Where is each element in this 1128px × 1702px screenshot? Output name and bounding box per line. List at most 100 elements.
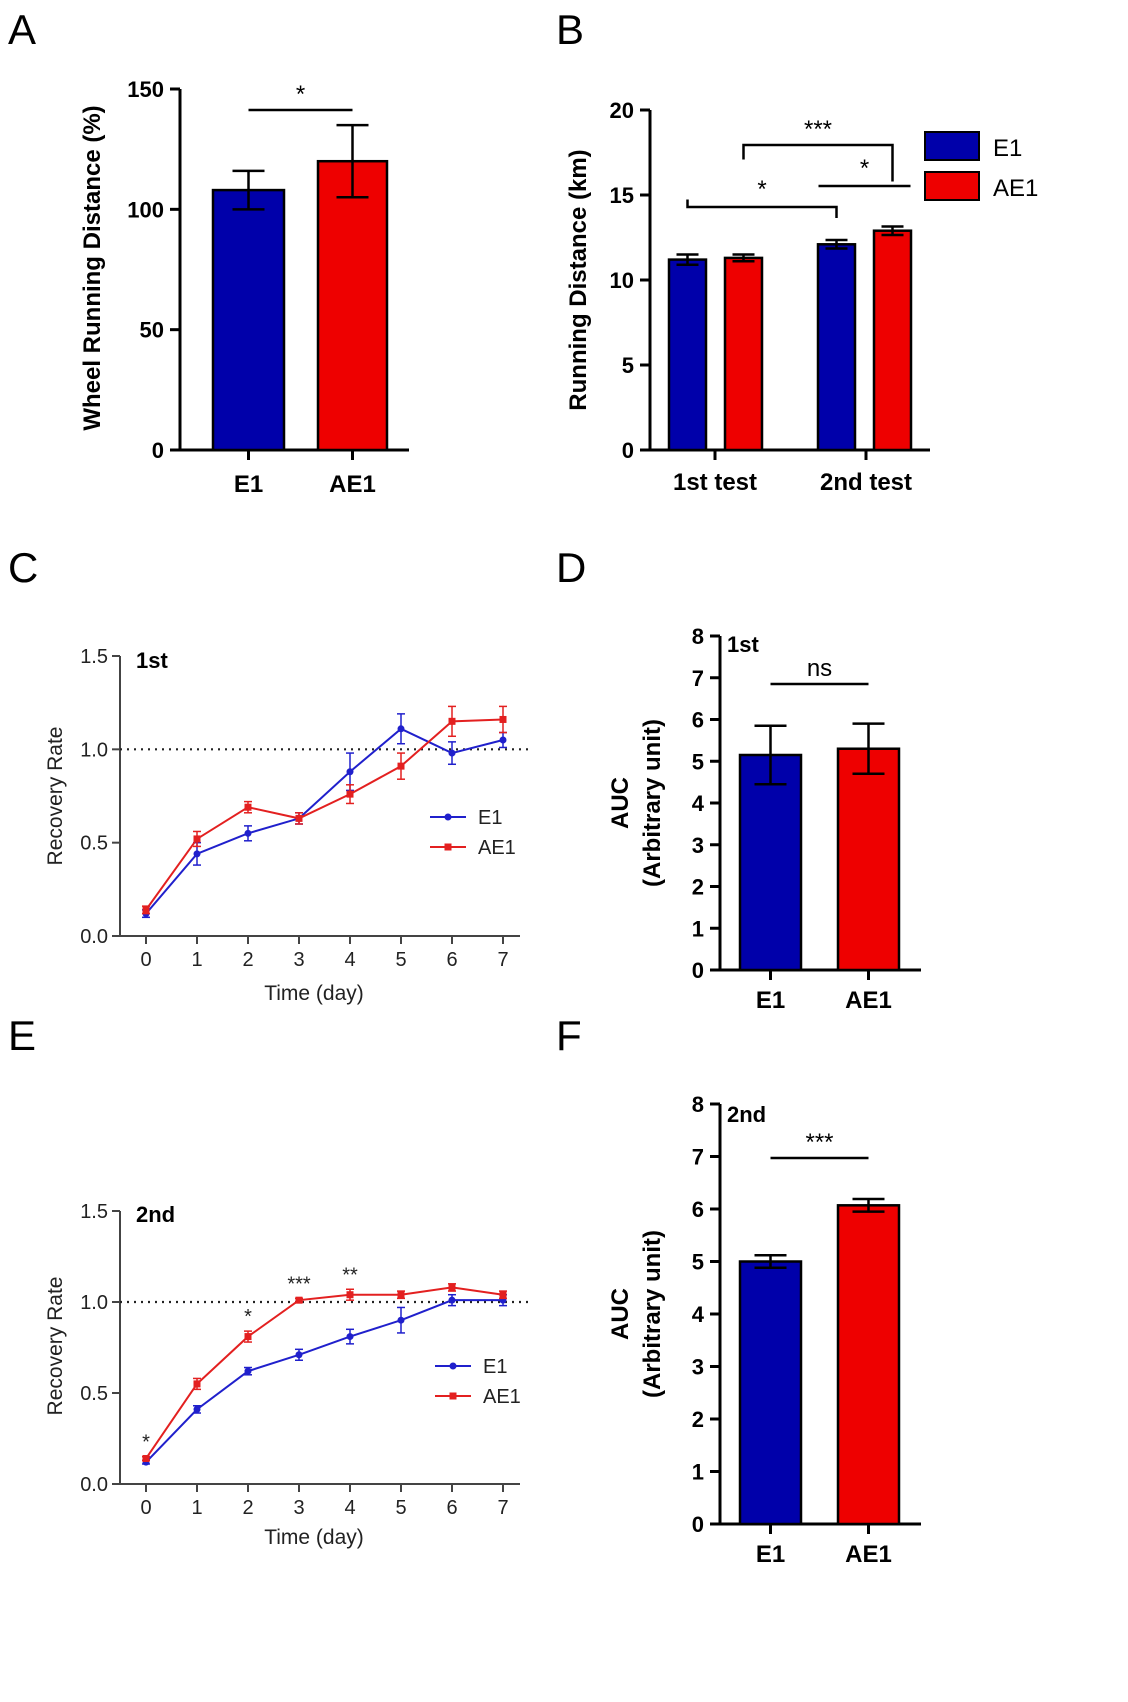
panel-a: A 0 50 100 150 E1 AE1 Wheel Running Distance (%… (8, 6, 409, 498)
x-tick-label: 2nd test (820, 469, 912, 496)
y-tick-label: 0.5 (80, 1383, 108, 1405)
x-tick-label: 7 (497, 1497, 508, 1519)
data-point-ae1 (193, 835, 201, 843)
y-tick-label: 150 (127, 77, 164, 102)
significance-label: *** (805, 1129, 833, 1156)
y-tick-label: 0 (622, 438, 634, 463)
panel-letter: C (8, 544, 38, 591)
panel-d: D 0 1 2 3 4 5 6 7 8 E1 AE1 AUC (Arbitrary unit) 1st ns (556, 544, 921, 1014)
data-point-e1 (499, 736, 507, 744)
x-axis-label: Time (day) (264, 982, 364, 1005)
y-tick-label: 1.0 (80, 1292, 108, 1314)
y-tick-label: 8 (692, 624, 704, 649)
data-point-ae1 (193, 1380, 201, 1388)
x-tick-label: AE1 (329, 471, 376, 498)
data-point-ae1 (142, 1455, 150, 1463)
significance-label: * (244, 1306, 252, 1328)
bar-e1 (211, 188, 286, 452)
significance-label: * (296, 81, 305, 108)
bar-ae1 (836, 1204, 901, 1526)
data-point-e1 (448, 749, 456, 757)
y-tick-label: 3 (692, 833, 704, 858)
y-axis-label-line1: AUC (607, 777, 634, 829)
x-tick-label: 2 (242, 1497, 253, 1519)
data-point-ae1 (295, 1296, 303, 1304)
x-tick-label: 5 (395, 1497, 406, 1519)
legend-label-e1: E1 (483, 1356, 507, 1378)
y-tick-label: 1 (692, 916, 704, 941)
data-point-ae1 (295, 814, 303, 822)
y-tick-label: 15 (610, 183, 634, 208)
data-point-ae1 (397, 1291, 405, 1299)
x-tick-label: AE1 (845, 1541, 892, 1568)
bar-e1 (738, 1260, 803, 1526)
data-point-ae1 (448, 1283, 456, 1291)
bar-ae1 (316, 159, 389, 452)
y-tick-label: 5 (692, 749, 704, 774)
x-tick-label: AE1 (845, 987, 892, 1014)
bar-ae1 (836, 747, 901, 972)
y-axis-label: Wheel Running Distance (%) (79, 105, 106, 430)
panel-annotation: 2nd (727, 1102, 766, 1127)
significance-bracket (686, 199, 838, 219)
x-axis-label: Time (day) (264, 1526, 364, 1549)
x-tick-label: 3 (293, 949, 304, 971)
significance-label: *** (287, 1273, 311, 1295)
panel-e: E 0.0 0.5 1.0 1.5 0 1 2 3 4 5 6 7 Time (day) Recovery … (8, 1012, 528, 1549)
x-tick-label: 1 (191, 949, 202, 971)
bar-e1 (738, 753, 803, 972)
y-tick-label: 0.5 (80, 833, 108, 855)
y-tick-label: 8 (692, 1092, 704, 1117)
x-tick-label: E1 (756, 987, 785, 1014)
data-point-ae1 (244, 1333, 252, 1341)
x-tick-label: E1 (756, 1541, 785, 1568)
series-line-e1 (145, 727, 504, 915)
data-point-e1 (346, 1333, 354, 1341)
y-tick-label: 1.0 (80, 739, 108, 761)
x-tick-label: 3 (293, 1497, 304, 1519)
legend-label-ae1: AE1 (478, 837, 516, 859)
x-tick-label: 5 (395, 949, 406, 971)
y-tick-label: 5 (622, 353, 634, 378)
y-axis-label-line2: (Arbitrary unit) (639, 719, 666, 887)
legend-marker-e1 (449, 1362, 457, 1370)
x-tick-label: 4 (344, 1497, 355, 1519)
significance-label: ** (342, 1264, 358, 1286)
significance-label: * (757, 176, 766, 203)
data-point-e1 (193, 1405, 201, 1413)
data-point-ae1 (499, 715, 507, 723)
y-axis-label-line2: (Arbitrary unit) (639, 1230, 666, 1398)
bar-ae1 (872, 229, 913, 452)
data-point-e1 (346, 768, 354, 776)
data-point-ae1 (142, 906, 150, 914)
data-point-ae1 (448, 717, 456, 725)
panel-letter: F (556, 1012, 582, 1059)
x-tick-label: 6 (446, 949, 457, 971)
series-line-e1 (145, 1299, 503, 1463)
y-tick-label: 7 (692, 1145, 704, 1170)
panel-letter: B (556, 6, 584, 53)
significance-label: * (142, 1432, 150, 1454)
panel-letter: E (8, 1012, 36, 1059)
data-point-e1 (193, 850, 201, 858)
legend-swatch-ae1 (924, 171, 980, 201)
x-tick-label: 4 (344, 949, 355, 971)
x-tick-label: 7 (497, 949, 508, 971)
y-tick-label: 0 (152, 438, 164, 463)
significance-label: *** (804, 116, 832, 143)
y-tick-label: 1 (692, 1460, 704, 1485)
y-tick-label: 50 (140, 318, 164, 343)
significance-label: ns (807, 655, 832, 682)
data-point-ae1 (346, 1291, 354, 1299)
panel-annotation: 2nd (136, 1202, 175, 1227)
x-tick-label: 2 (242, 949, 253, 971)
y-axis-label: Recovery Rate (44, 1277, 67, 1416)
y-tick-label: 1.5 (80, 1201, 108, 1223)
y-tick-label: 20 (610, 98, 634, 123)
y-tick-label: 7 (692, 666, 704, 691)
legend-marker-ae1 (444, 843, 452, 851)
y-tick-label: 4 (692, 791, 705, 816)
y-axis-label-line1: AUC (607, 1288, 634, 1340)
x-tick-label: 0 (140, 949, 151, 971)
